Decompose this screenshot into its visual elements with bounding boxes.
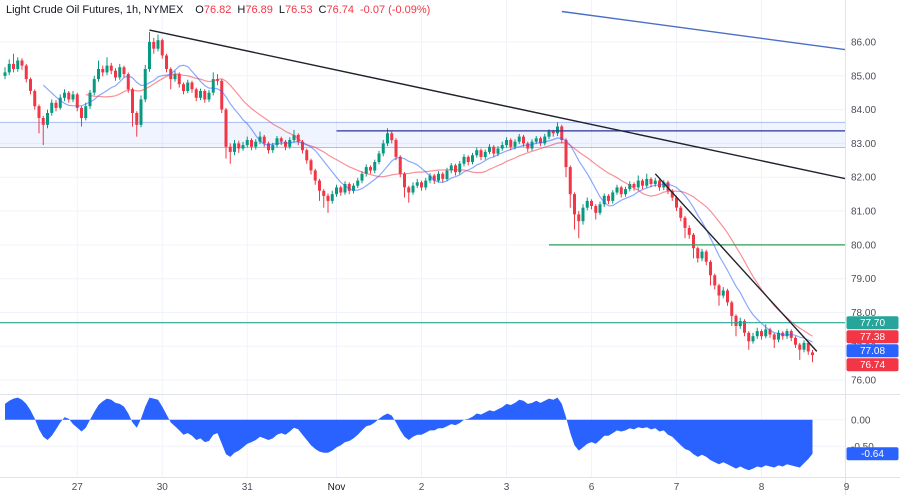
ma-slow-line[interactable] — [85, 73, 813, 337]
trendline-drawing[interactable] — [561, 10, 900, 58]
svg-text:77.08: 77.08 — [860, 346, 885, 357]
axis-background — [845, 0, 900, 495]
svg-text:76.00: 76.00 — [851, 376, 876, 387]
high-value: 76.89 — [245, 4, 273, 16]
svg-text:9: 9 — [844, 482, 850, 493]
axis-price-badges: 77.70 77.38 77.08 76.74 -0.64 — [846, 316, 899, 461]
svg-text:86.00: 86.00 — [851, 37, 876, 48]
symbol-title[interactable]: Light Crude Oil Futures, 1h, NYMEX — [6, 4, 184, 16]
change-value: -0.07 (-0.09%) — [360, 4, 431, 16]
close-value: 76.74 — [326, 4, 355, 16]
svg-text:82.00: 82.00 — [851, 173, 876, 184]
svg-text:78.00: 78.00 — [851, 308, 876, 319]
low-label: L — [278, 4, 285, 16]
svg-text:81.00: 81.00 — [851, 207, 876, 218]
svg-text:30: 30 — [157, 482, 169, 493]
indicator-area-series — [5, 397, 813, 471]
symbol-legend[interactable]: Light Crude Oil Futures, 1h, NYMEX O76.82… — [6, 4, 430, 17]
low-value: 76.53 — [285, 4, 313, 16]
price-axis[interactable] — [846, 0, 900, 477]
svg-text:27: 27 — [72, 482, 84, 493]
close-label: C — [318, 4, 327, 16]
svg-text:76.74: 76.74 — [860, 360, 885, 371]
svg-text:Nov: Nov — [328, 482, 346, 493]
svg-text:0.00: 0.00 — [851, 415, 871, 426]
svg-text:77.70: 77.70 — [860, 318, 885, 329]
open-label: O — [195, 4, 204, 16]
svg-text:7: 7 — [674, 482, 680, 493]
svg-text:31: 31 — [242, 482, 254, 493]
svg-text:85.00: 85.00 — [851, 71, 876, 82]
svg-text:2: 2 — [419, 482, 425, 493]
svg-text:-0.64: -0.64 — [861, 449, 884, 460]
svg-text:8: 8 — [759, 482, 765, 493]
svg-text:84.00: 84.00 — [851, 105, 876, 116]
svg-text:83.00: 83.00 — [851, 139, 876, 150]
trendline-drawing[interactable] — [654, 173, 818, 352]
trendline-drawing[interactable] — [149, 29, 847, 180]
svg-text:6: 6 — [589, 482, 595, 493]
high-label: H — [237, 4, 246, 16]
svg-text:79.00: 79.00 — [851, 274, 876, 285]
svg-text:77.38: 77.38 — [860, 332, 885, 343]
svg-text:3: 3 — [504, 482, 510, 493]
open-value: 76.82 — [203, 4, 232, 16]
time-axis[interactable] — [0, 478, 900, 495]
svg-text:80.00: 80.00 — [851, 240, 876, 251]
main-chart-pane[interactable] — [0, 0, 845, 393]
candlestick-series — [3, 31, 814, 363]
ma-fast-line[interactable] — [42, 64, 813, 343]
indicator-pane[interactable] — [0, 396, 845, 476]
